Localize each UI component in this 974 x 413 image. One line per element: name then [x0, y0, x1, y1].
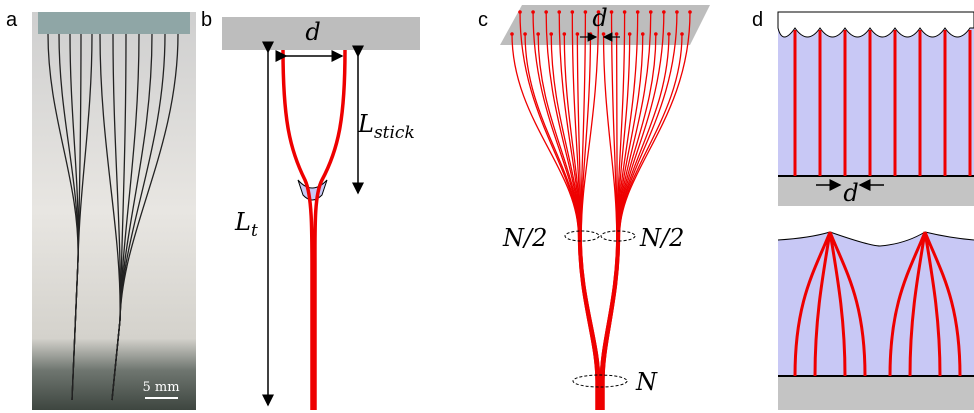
fiber-anchor	[688, 10, 692, 14]
fiber	[603, 33, 683, 410]
fiber-anchor	[648, 10, 653, 14]
spacing-label: d	[843, 179, 858, 207]
panel-label: c	[478, 9, 488, 31]
panel-d: d	[777, 11, 974, 410]
total-length-label: Lt	[234, 208, 258, 241]
fiber-anchor	[575, 32, 580, 36]
fiber-anchor	[510, 32, 514, 36]
fiber-anchor	[675, 10, 679, 14]
scale-bar-label: 5 mm	[142, 380, 179, 395]
meniscus	[777, 11, 974, 38]
fiber-anchor	[570, 10, 575, 14]
panel-b: d Lt Lstick	[222, 17, 420, 410]
fiber	[71, 33, 93, 401]
spacing-label: d	[592, 4, 607, 32]
fiber	[511, 33, 597, 410]
fiber-anchor	[523, 32, 527, 36]
fiber	[601, 11, 652, 410]
fiber	[602, 33, 657, 410]
fiber-anchor	[667, 32, 671, 36]
fiber-anchor	[614, 32, 619, 36]
fiber-anchor	[622, 10, 627, 14]
fiber-anchor	[601, 32, 606, 36]
panel-c: d N/2 N/2 N	[500, 4, 710, 410]
panel-label: a	[6, 9, 18, 31]
bundle-label: N/2	[639, 224, 684, 252]
fiber	[524, 33, 598, 410]
fiber	[111, 33, 179, 401]
panel-label: d	[752, 9, 763, 31]
fiber-anchor	[583, 10, 588, 14]
fiber-anchor	[544, 10, 548, 14]
fiber-anchor	[640, 32, 645, 36]
fiber-anchor	[596, 10, 601, 14]
fiber-anchor	[531, 10, 535, 14]
fiber-anchor	[635, 10, 640, 14]
fiber-anchor	[680, 32, 684, 36]
fiber-anchor	[562, 32, 567, 36]
fiber-anchor	[549, 32, 554, 36]
fiber-anchor	[518, 10, 522, 14]
photo: 5 mm	[32, 12, 196, 410]
panel-label: b	[201, 9, 212, 31]
fiber-anchor	[627, 32, 632, 36]
fiber-anchor	[536, 32, 540, 36]
spacing-label: d	[305, 18, 320, 46]
fiber-anchor	[654, 32, 658, 36]
fiber-anchor	[609, 10, 614, 14]
bundle-label: N/2	[502, 224, 547, 252]
fiber-anchor	[662, 10, 666, 14]
bundle-label: N	[635, 368, 658, 396]
stick-length-label: Lstick	[357, 110, 415, 143]
fiber-anchor	[588, 32, 593, 36]
fiber	[580, 33, 601, 410]
fiber-anchor	[557, 10, 562, 14]
